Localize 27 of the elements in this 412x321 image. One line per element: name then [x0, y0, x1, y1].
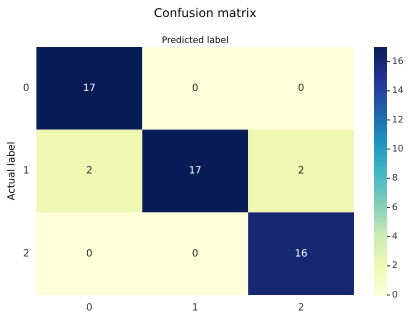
- data-label: 0: [192, 248, 198, 260]
- x-tick-label: 1: [192, 302, 198, 314]
- data-label: 0: [298, 82, 304, 94]
- color-bar-label: 2: [392, 261, 398, 272]
- chart-title: Confusion matrix: [154, 6, 256, 20]
- color-bar-label: 12: [392, 115, 404, 126]
- x-axis-title: Predicted label: [162, 36, 229, 46]
- color-bar-label: 10: [392, 144, 404, 154]
- y-tick-label: 2: [22, 248, 30, 260]
- y-tick-label: 0: [22, 82, 30, 94]
- data-label: 17: [188, 166, 202, 177]
- color-bar-label: 16: [392, 56, 404, 67]
- x-tick-label: 2: [298, 302, 304, 314]
- data-label: 17: [82, 82, 96, 94]
- data-label: 2: [86, 166, 92, 177]
- data-label: 16: [294, 248, 308, 260]
- data-label: 2: [298, 166, 304, 177]
- color-bar-label: 6: [392, 202, 398, 213]
- y-tick-label: 1: [22, 166, 30, 177]
- data-label: 0: [86, 248, 92, 260]
- x-tick-label: 0: [86, 302, 92, 314]
- color-bar-label: 0: [392, 290, 398, 300]
- color-bar-label: 8: [392, 174, 398, 184]
- color-bar-label: 4: [392, 232, 398, 242]
- data-label: 0: [192, 82, 198, 94]
- color-bar-label: 14: [392, 86, 404, 96]
- y-axis-title: Actual label: [6, 142, 18, 200]
